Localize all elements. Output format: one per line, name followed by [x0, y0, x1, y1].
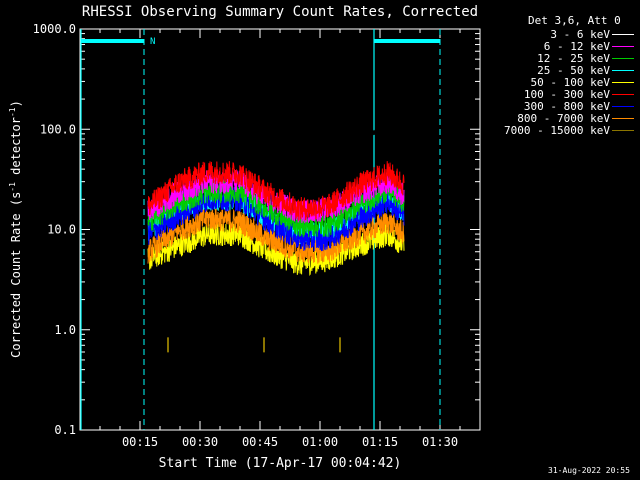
legend-entry: 50 - 100 keV [480, 76, 638, 90]
legend-swatch [612, 130, 634, 131]
legend-entry: 800 - 7000 keV [480, 112, 638, 126]
x-tick-label: 00:45 [242, 435, 278, 449]
legend-entry: 12 - 25 keV [480, 52, 638, 66]
x-tick-label: 00:30 [182, 435, 218, 449]
legend-swatch [612, 94, 634, 95]
night-bar [81, 39, 144, 43]
data-series [147, 122, 405, 353]
legend-label: 800 - 7000 keV [517, 112, 610, 125]
legend-label: 7000 - 15000 keV [504, 124, 610, 137]
series-line [147, 206, 405, 264]
x-tick-label: 01:15 [362, 435, 398, 449]
legend-swatch [612, 118, 634, 119]
legend-label: 100 - 300 keV [523, 88, 610, 101]
legend-label: 3 - 6 keV [550, 28, 610, 41]
y-tick-label: 100.0 [40, 122, 76, 136]
y-tick-label: 0.1 [54, 423, 76, 437]
legend-entry: 6 - 12 keV [480, 40, 638, 54]
x-tick-label: 00:15 [122, 435, 158, 449]
legend-title: Det 3,6, Att 0 [528, 14, 621, 27]
flag-label: N [150, 37, 155, 47]
footer-date: 31-Aug-2022 20:55 [548, 466, 630, 475]
legend-swatch [612, 70, 634, 71]
legend-swatch [612, 34, 634, 35]
legend-label: 25 - 50 keV [537, 64, 610, 77]
legend-swatch [612, 58, 634, 59]
night-bar [374, 39, 440, 43]
legend-entry: 3 - 6 keV [480, 28, 638, 42]
legend-swatch [612, 82, 634, 83]
legend-label: 300 - 800 keV [523, 100, 610, 113]
legend-entry: 25 - 50 keV [480, 64, 638, 78]
legend-swatch [612, 46, 634, 47]
y-tick-label: 1.0 [54, 323, 76, 337]
y-axis-ticks: 1000.0 100.0 10.0 1.0 0.1 [33, 22, 480, 437]
legend-entry: 7000 - 15000 keV [480, 124, 638, 138]
series-line [147, 122, 405, 138]
series-line [147, 161, 405, 221]
y-axis-label: Corrected Count Rate (s-1 detector-1) [8, 100, 23, 358]
x-axis-label: Start Time (17-Apr-17 00:04:42) [159, 456, 402, 471]
y-tick-label: 10.0 [47, 223, 76, 237]
x-tick-label: 01:00 [302, 435, 338, 449]
legend-entry: 300 - 800 keV [480, 100, 638, 114]
legend-label: 6 - 12 keV [543, 40, 610, 53]
legend-label: 50 - 100 keV [530, 76, 610, 89]
x-tick-label: 01:30 [422, 435, 458, 449]
chart-title: RHESSI Observing Summary Count Rates, Co… [82, 4, 478, 20]
series-line [147, 177, 405, 238]
legend-label: 12 - 25 keV [537, 52, 610, 65]
y-tick-label: 1000.0 [33, 22, 76, 36]
legend-swatch [612, 106, 634, 107]
legend-entry: 100 - 300 keV [480, 88, 638, 102]
series-line [147, 187, 405, 252]
